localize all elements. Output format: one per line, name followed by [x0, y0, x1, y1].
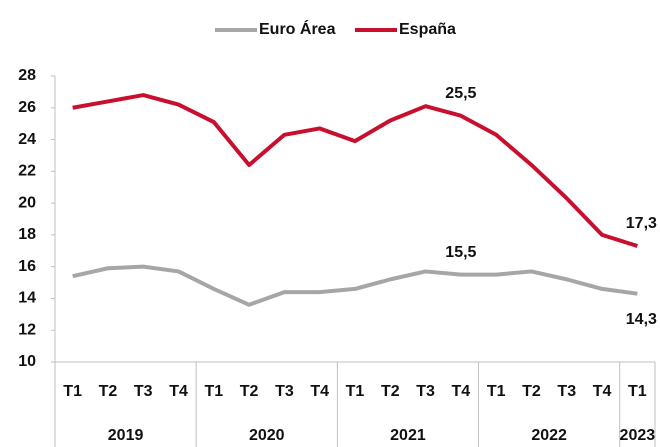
x-tick-label: T1 [204, 383, 223, 400]
line-series [72, 93, 638, 248]
x-group-label: 2021 [390, 427, 426, 444]
x-group-label: 2023 [620, 427, 656, 444]
data-label: 15,5 [445, 244, 476, 261]
x-tick-label: T2 [99, 383, 118, 400]
x-tick-label: T3 [557, 383, 576, 400]
data-label: 17,3 [626, 215, 657, 232]
y-tick-label: 26 [18, 99, 36, 116]
y-tick-label: 20 [18, 194, 36, 211]
x-tick-label: T1 [346, 383, 365, 400]
line-series [72, 264, 638, 307]
y-tick-label: 16 [18, 258, 36, 275]
x-group-label: 2022 [531, 427, 567, 444]
y-tick-label: 22 [18, 163, 36, 180]
y-tick-label: 12 [18, 321, 36, 338]
x-group-label: 2020 [249, 427, 285, 444]
data-label: 14,3 [626, 311, 657, 328]
x-tick-label: T1 [628, 383, 647, 400]
x-tick-label: T3 [275, 383, 294, 400]
y-tick-label: 10 [18, 353, 36, 370]
y-tick-label: 28 [18, 67, 36, 84]
x-tick-label: T4 [169, 383, 188, 400]
y-tick-label: 24 [18, 131, 36, 148]
x-tick-label: T3 [416, 383, 435, 400]
x-tick-label: T2 [522, 383, 541, 400]
y-tick-label: 18 [18, 226, 36, 243]
x-tick-label: T4 [452, 383, 471, 400]
x-tick-label: T1 [63, 383, 82, 400]
x-tick-label: T1 [487, 383, 506, 400]
x-tick-label: T4 [310, 383, 329, 400]
legend-label: España [399, 21, 456, 38]
data-label: 25,5 [445, 85, 476, 102]
x-tick-label: T4 [593, 383, 612, 400]
x-tick-label: T3 [134, 383, 153, 400]
legend-label: Euro Área [259, 19, 336, 38]
x-group-label: 2019 [108, 427, 144, 444]
x-tick-label: T2 [381, 383, 400, 400]
x-tick-label: T2 [240, 383, 259, 400]
y-tick-label: 14 [18, 290, 36, 307]
